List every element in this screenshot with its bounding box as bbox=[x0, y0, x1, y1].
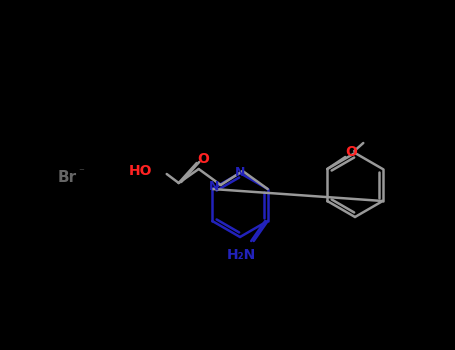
Text: N: N bbox=[235, 166, 245, 178]
Text: Br: Br bbox=[58, 170, 77, 186]
Text: O: O bbox=[197, 152, 209, 166]
Text: O: O bbox=[345, 145, 357, 159]
Text: ⁻: ⁻ bbox=[78, 167, 84, 177]
Text: H₂N: H₂N bbox=[227, 248, 256, 262]
Text: HO: HO bbox=[129, 164, 153, 178]
Text: N: N bbox=[209, 181, 219, 194]
